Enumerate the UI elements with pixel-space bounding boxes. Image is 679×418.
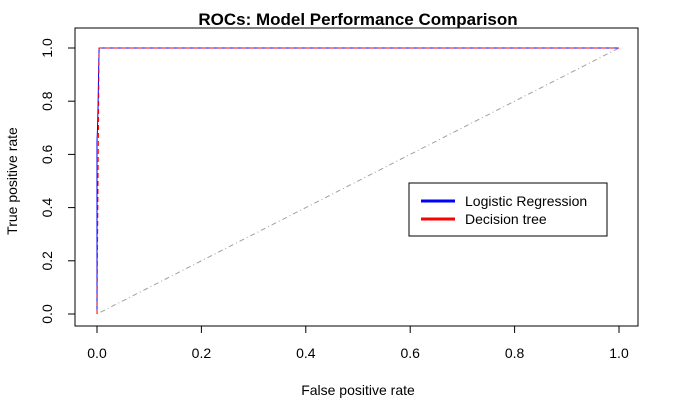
legend-label-decision-tree: Decision tree [465,211,547,227]
plot-lines [96,47,620,315]
x-tick-label: 0.4 [296,345,316,361]
x-tick-label: 1.0 [609,345,629,361]
x-tick-label: 0.0 [87,345,107,361]
y-tick-label: 0.6 [39,144,55,164]
y-tick-label: 1.0 [39,38,55,58]
series-line-decision-tree [96,47,619,315]
legend-box [408,182,608,237]
x-axis: 0.0 0.2 0.4 0.6 0.8 1.0 [87,325,629,361]
x-tick-label: 0.6 [400,345,420,361]
legend-label-logistic-regression: Logistic Regression [465,193,587,209]
chart-title: ROCs: Model Performance Comparison [198,10,517,29]
legend: Logistic Regression Decision tree [408,182,608,237]
y-tick-label: 0.8 [39,91,55,111]
y-axis-label: True positive rate [4,127,20,235]
x-tick-label: 0.8 [505,345,525,361]
y-tick-label: 0.4 [39,198,55,218]
y-tick-label: 0.2 [39,251,55,271]
y-tick-label: 0.0 [39,304,55,324]
reference-diagonal-line [96,47,620,315]
x-axis-label: False positive rate [301,382,415,398]
y-axis: 0.0 0.2 0.4 0.6 0.8 1.0 [39,38,76,324]
x-tick-label: 0.2 [192,345,212,361]
plot-box [74,27,639,327]
